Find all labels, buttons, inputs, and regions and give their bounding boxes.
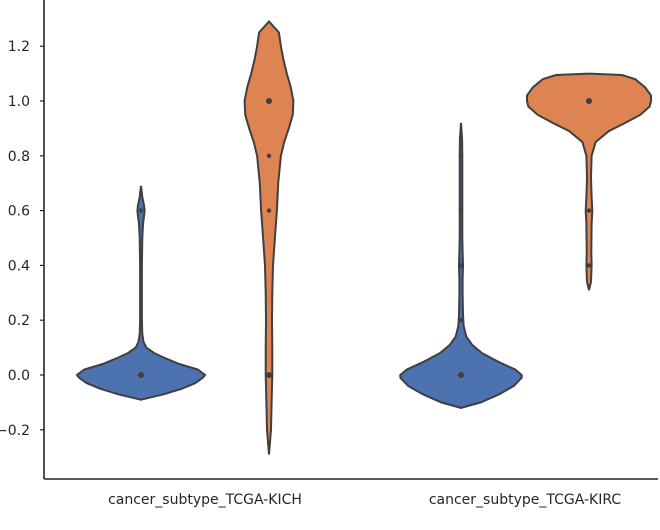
violin-point xyxy=(266,98,272,104)
violin-point xyxy=(586,208,592,213)
violin-point xyxy=(266,153,272,158)
violin-point xyxy=(266,208,272,213)
violin-point xyxy=(586,263,592,268)
x-category-label: cancer_subtype_TCGA-KICH xyxy=(108,492,302,508)
y-tick-label: 0.6 xyxy=(8,204,30,220)
median-points-layer xyxy=(138,98,592,378)
violin-blue-1 xyxy=(75,185,207,401)
y-tick-label: 0.8 xyxy=(8,149,30,165)
y-tick-label: 1.2 xyxy=(8,39,30,55)
violin-point xyxy=(266,372,272,378)
x-category-label: cancer_subtype_TCGA-KIRC xyxy=(429,492,622,508)
y-tick-label: −0.2 xyxy=(0,423,30,439)
violin-point xyxy=(138,372,144,378)
y-tick-label: 0.0 xyxy=(8,368,30,384)
violin-point xyxy=(138,208,144,213)
violin-point xyxy=(458,263,464,268)
violin-point xyxy=(586,98,592,104)
violin-orange-2 xyxy=(526,72,652,291)
y-axis: −0.2 0.0 0.2 0.4 0.6 0.8 1.0 1.2 xyxy=(0,39,44,439)
y-tick-label: 0.2 xyxy=(8,313,30,329)
violin-point xyxy=(458,372,464,378)
violin-layer xyxy=(75,20,652,455)
x-axis: cancer_subtype_TCGA-KICH cancer_subtype_T… xyxy=(108,492,621,508)
y-tick-label: 1.0 xyxy=(8,94,30,110)
violin-point xyxy=(458,208,464,213)
violin-orange-1 xyxy=(243,20,295,455)
y-tick-label: 0.4 xyxy=(8,258,30,274)
violin-point xyxy=(458,153,464,158)
violin-point xyxy=(458,318,464,323)
